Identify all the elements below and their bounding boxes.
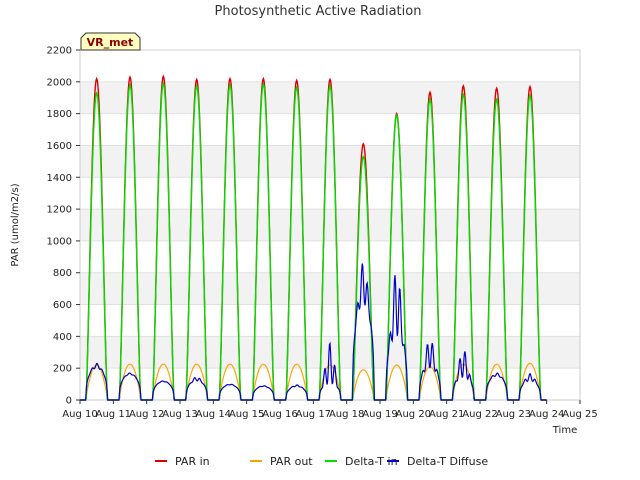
x-tick-label: Aug 24 — [529, 409, 564, 420]
x-tick-label: Aug 12 — [129, 409, 164, 420]
y-tick-label: 1200 — [47, 205, 72, 216]
legend-label: PAR in — [175, 455, 210, 468]
y-tick-label: 0 — [66, 396, 72, 407]
site-label-box: VR_met — [80, 32, 141, 51]
y-tick-label: 1000 — [47, 236, 72, 247]
x-tick-label: Aug 13 — [162, 409, 197, 420]
grid-band — [80, 304, 580, 337]
x-tick-label: Aug 18 — [329, 409, 364, 420]
x-tick-label: Aug 22 — [462, 409, 497, 420]
chart-title: Photosynthetic Active Radiation — [215, 4, 422, 19]
grid-band — [80, 209, 580, 241]
y-tick-label: 1400 — [47, 173, 72, 184]
grid-band — [80, 240, 580, 273]
x-tick-label: Aug 11 — [96, 409, 131, 420]
x-tick-label: Aug 23 — [496, 409, 531, 420]
x-tick-label: Aug 17 — [296, 409, 331, 420]
x-tick-label: Aug 20 — [396, 409, 431, 420]
plot-frame — [79, 49, 581, 401]
legend-label: PAR out — [270, 455, 313, 468]
y-tick-label: 400 — [53, 332, 72, 343]
grid-band — [80, 272, 580, 305]
grid-band — [80, 113, 580, 146]
y-axis: 0 200 400 600 800 1000 1200 1400 1600 1800 2000 220… — [47, 46, 80, 407]
x-tick-label: Aug 14 — [196, 409, 231, 420]
y-axis-title: PAR (umol/m2/s) — [10, 183, 21, 266]
grid-band — [80, 145, 580, 178]
x-tick-label: Aug 15 — [229, 409, 264, 420]
site-label: VR_met — [87, 36, 134, 49]
legend-label: Delta-T Diffuse — [407, 455, 488, 468]
grid-band — [80, 50, 580, 82]
y-tick-label: 600 — [53, 300, 72, 311]
y-tick-label: 2000 — [47, 77, 72, 88]
background-bands — [80, 49, 580, 401]
y-tick-label: 1800 — [47, 109, 72, 120]
grid-band — [80, 177, 580, 210]
legend-label: Delta-T in — [345, 455, 398, 468]
x-tick-label: Aug 21 — [429, 409, 464, 420]
x-tick-label: Aug 25 — [562, 409, 597, 420]
plot-border — [79, 49, 581, 401]
y-tick-label: 800 — [53, 268, 72, 279]
y-tick-label: 2200 — [47, 46, 72, 57]
legend: PAR in PAR out Delta-T in Delta-T Diffuse — [155, 455, 488, 468]
x-tick-label: Aug 10 — [62, 409, 97, 420]
x-tick-label: Aug 19 — [362, 409, 397, 420]
x-axis-title: Time — [552, 425, 577, 436]
x-tick-label: Aug 16 — [262, 409, 297, 420]
y-tick-label: 1600 — [47, 141, 72, 152]
y-tick-label: 200 — [53, 364, 72, 375]
